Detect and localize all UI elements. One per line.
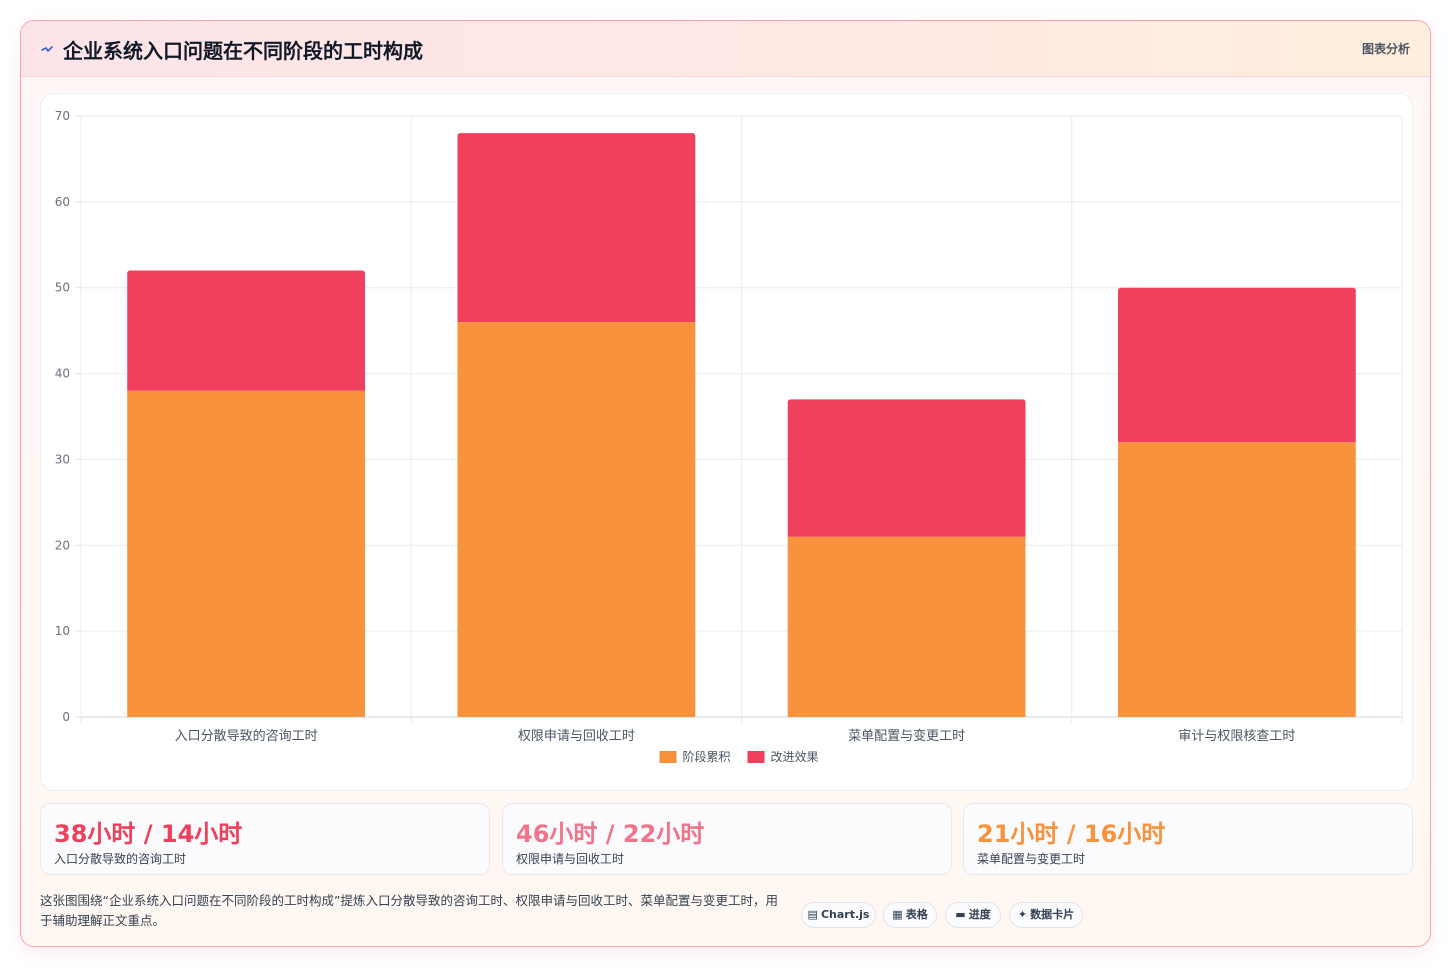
kpi-card: 38小时 / 14小时 入口分散导致的咨询工时 xyxy=(40,803,490,875)
chip-label: 数据卡片 xyxy=(1030,908,1075,921)
chart-card: 企业系统入口问题在不同阶段的工时构成 图表分析 0 10 20 30 40 50 60 70 入… xyxy=(20,20,1431,947)
x-tick-label: 审计与权限核查工时 xyxy=(1178,728,1295,744)
y-tick-label: 70 xyxy=(55,109,70,123)
y-tick-label: 10 xyxy=(55,624,70,638)
chart-icon: ▤ xyxy=(807,908,818,921)
kpi-card: 21小时 / 16小时 菜单配置与变更工时 xyxy=(963,803,1413,875)
chart-description: 这张图围绕“企业系统入口问题在不同阶段的工时构成”提炼入口分散导致的咨询工时、权… xyxy=(40,893,778,928)
chip-chartjs[interactable]: ▤ Chart.js xyxy=(801,902,876,928)
y-tick-label: 60 xyxy=(55,195,70,209)
pulse-icon xyxy=(41,46,53,52)
kpi-value: 46小时 / 22小时 xyxy=(516,820,705,848)
chart-title: 企业系统入口问题在不同阶段的工时构成 xyxy=(63,39,423,63)
kpi-label: 菜单配置与变更工时 xyxy=(977,852,1086,866)
x-tick-label: 权限申请与回收工时 xyxy=(518,728,635,744)
kpi-label: 入口分散导致的咨询工时 xyxy=(54,852,187,866)
chip-label: 进度 xyxy=(968,908,991,921)
bar-segment xyxy=(787,536,1026,717)
y-tick-label: 0 xyxy=(62,710,70,724)
legend-swatch xyxy=(659,751,677,763)
bar-segment xyxy=(127,270,366,391)
card-header: 企业系统入口问题在不同阶段的工时构成 图表分析 xyxy=(21,21,1430,77)
header-tag: 图表分析 xyxy=(1361,42,1410,56)
bar-segment xyxy=(457,133,696,323)
legend-label: 改进效果 xyxy=(771,749,819,764)
legend-label: 阶段累积 xyxy=(683,749,731,764)
sparkle-icon: ✦ xyxy=(1017,908,1028,921)
kpi-label: 权限申请与回收工时 xyxy=(516,852,625,866)
kpi-card: 46小时 / 22小时 权限申请与回收工时 xyxy=(502,803,952,875)
stacked-bar-chart: 0 10 20 30 40 50 60 70 入口分散导致的咨询工时 权限申请与回收工时 菜单配置与… xyxy=(55,109,1403,764)
bar-segment xyxy=(787,399,1026,537)
chip-label: Chart.js xyxy=(820,908,870,921)
chip-data-cards[interactable]: ✦ 数据卡片 xyxy=(1009,902,1083,928)
bar-segment xyxy=(457,322,696,717)
legend-swatch xyxy=(747,751,765,763)
kpi-value: 21小时 / 16小时 xyxy=(977,820,1166,848)
table-icon: ▦ xyxy=(892,908,903,921)
x-tick-label: 入口分散导致的咨询工时 xyxy=(175,728,318,744)
chip-label: 表格 xyxy=(905,908,928,921)
y-tick-label: 20 xyxy=(55,538,70,552)
chip-progress[interactable]: ▬ 进度 xyxy=(945,902,1001,928)
bar-segment xyxy=(1117,442,1356,717)
bar-segment xyxy=(1117,287,1356,443)
y-tick-label: 30 xyxy=(55,452,70,466)
chip-table[interactable]: ▦ 表格 xyxy=(883,902,937,928)
x-tick-label: 菜单配置与变更工时 xyxy=(848,728,965,744)
chart-panel: 0 10 20 30 40 50 60 70 入口分散导致的咨询工时 权限申请与回收工时 菜单配置与… xyxy=(40,93,1413,791)
y-tick-label: 40 xyxy=(55,367,70,381)
bar-segment xyxy=(127,390,366,717)
progress-icon: ▬ xyxy=(955,908,966,921)
y-tick-label: 50 xyxy=(55,281,70,295)
kpi-value: 38小时 / 14小时 xyxy=(54,820,243,848)
